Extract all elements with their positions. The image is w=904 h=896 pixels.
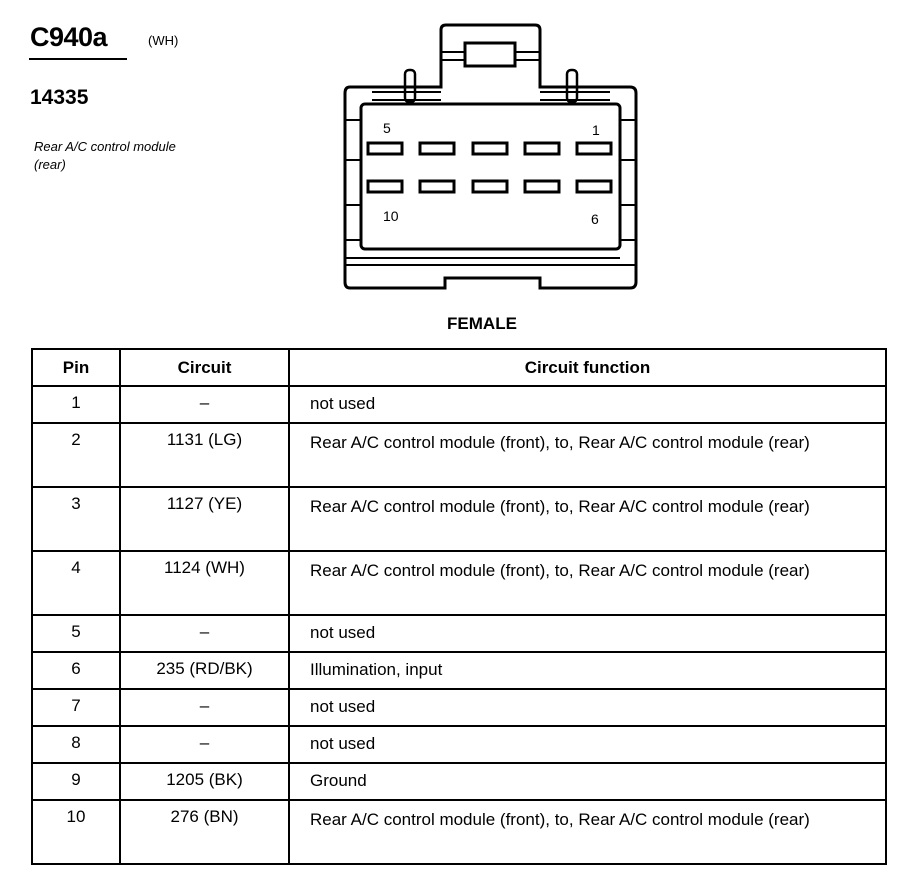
header-pin: Pin xyxy=(31,348,121,387)
top-rails xyxy=(372,91,610,101)
pin-label-1: 1 xyxy=(592,122,600,138)
pin-label-6: 6 xyxy=(591,211,599,227)
pin-row-bottom xyxy=(366,179,613,194)
table-row: 4 1124 (WH) Rear A/C control module (front… xyxy=(31,550,887,616)
side-ribs xyxy=(345,119,636,241)
circuit-function: Rear A/C control module (front), to, Rea… xyxy=(288,422,887,488)
pin-6 xyxy=(575,179,613,194)
table-row: 5– not used xyxy=(31,614,887,653)
circuit-function: Ground xyxy=(288,762,887,801)
pin-number: 1 xyxy=(31,385,121,424)
header-function: Circuit function xyxy=(288,348,887,387)
connector-id: C940a xyxy=(30,22,108,52)
table-row: 9 1205 (BK) Ground xyxy=(31,762,887,801)
connector-color: (WH) xyxy=(148,33,179,48)
circuit-code: – xyxy=(119,688,290,727)
pin-1 xyxy=(575,141,613,156)
circuit-code: 1131 (LG) xyxy=(119,422,290,488)
table-row: 7– not used xyxy=(31,688,887,727)
table-row: 10 276 (BN) Rear A/C control module (front… xyxy=(31,799,887,865)
circuit-function: Rear A/C control module (front), to, Rea… xyxy=(288,486,887,552)
table-row: 3 1127 (YE) Rear A/C control module (front… xyxy=(31,486,887,552)
connector-face-diagram: 5 1 10 6 xyxy=(343,23,638,290)
pin-7 xyxy=(523,179,561,194)
pin-cavity xyxy=(359,102,622,251)
circuit-function: not used xyxy=(288,385,887,424)
part-number: 14335 xyxy=(30,86,89,109)
pin-number: 5 xyxy=(31,614,121,653)
title-underline xyxy=(29,58,127,60)
pin-number: 10 xyxy=(31,799,121,865)
circuit-function: Illumination, input xyxy=(288,651,887,690)
pin-row-top xyxy=(366,141,613,156)
pin-2 xyxy=(523,141,561,156)
table-row: 8– not used xyxy=(31,725,887,764)
pin-label-5: 5 xyxy=(383,120,391,136)
right-post xyxy=(565,68,579,104)
circuit-code: 235 (RD/BK) xyxy=(119,651,290,690)
pin-number: 8 xyxy=(31,725,121,764)
table-row: 6 235 (RD/BK) Illumination, input xyxy=(31,651,887,690)
circuit-function: not used xyxy=(288,688,887,727)
table-row: 1– not used xyxy=(31,385,887,424)
pin-10 xyxy=(366,179,404,194)
latch-icon xyxy=(463,41,517,68)
left-post xyxy=(403,68,417,104)
pin-5 xyxy=(366,141,404,156)
pin-number: 7 xyxy=(31,688,121,727)
circuit-code: – xyxy=(119,385,290,424)
pin-9 xyxy=(418,179,456,194)
circuit-function: Rear A/C control module (front), to, Rea… xyxy=(288,799,887,865)
circuit-function: Rear A/C control module (front), to, Rea… xyxy=(288,550,887,616)
circuit-code: 1205 (BK) xyxy=(119,762,290,801)
circuit-code: – xyxy=(119,725,290,764)
pin-label-10: 10 xyxy=(383,208,399,224)
circuit-code: – xyxy=(119,614,290,653)
pin-3 xyxy=(471,141,509,156)
pin-number: 2 xyxy=(31,422,121,488)
pin-4 xyxy=(418,141,456,156)
connector-housing xyxy=(343,23,638,290)
pin-8 xyxy=(471,179,509,194)
pin-number: 6 xyxy=(31,651,121,690)
table-header-row: Pin Circuit Circuit function xyxy=(31,348,887,387)
circuit-code: 1127 (YE) xyxy=(119,486,290,552)
circuit-code: 1124 (WH) xyxy=(119,550,290,616)
circuit-function: not used xyxy=(288,614,887,653)
circuit-code: 276 (BN) xyxy=(119,799,290,865)
pin-number: 4 xyxy=(31,550,121,616)
header-circuit: Circuit xyxy=(119,348,290,387)
connector-description: Rear A/C control module (rear) xyxy=(34,139,176,172)
pin-number: 3 xyxy=(31,486,121,552)
connector-gender: FEMALE xyxy=(447,314,517,333)
pinout-table: Pin Circuit Circuit function 1– not used 2… xyxy=(31,348,887,865)
latch-rails xyxy=(441,51,540,61)
circuit-function: not used xyxy=(288,725,887,764)
pin-number: 9 xyxy=(31,762,121,801)
table-row: 2 1131 (LG) Rear A/C control module (front… xyxy=(31,422,887,488)
housing-base-line xyxy=(345,257,636,266)
